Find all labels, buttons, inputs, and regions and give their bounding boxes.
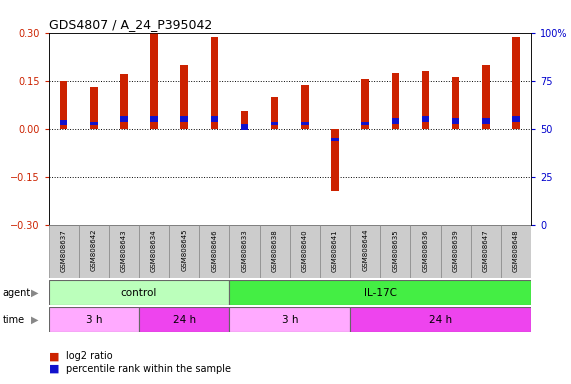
Text: 3 h: 3 h [282,314,298,325]
Bar [482,118,489,124]
Bar [180,116,188,122]
Text: GSM808643: GSM808643 [121,229,127,271]
Bar [482,65,489,129]
Bar [199,225,230,278]
Text: GSM808637: GSM808637 [61,229,67,272]
Bar [361,122,369,126]
Text: 24 h: 24 h [172,314,196,325]
Bar [60,120,67,126]
Text: GSM808642: GSM808642 [91,229,96,271]
Bar [512,38,520,129]
Bar [271,122,279,126]
Bar [441,225,471,278]
Text: GSM808645: GSM808645 [181,229,187,271]
Bar [320,225,350,278]
Text: GSM808638: GSM808638 [272,229,278,272]
Bar [230,280,531,305]
Bar [49,280,230,305]
Bar [139,307,230,332]
Bar [289,225,320,278]
Text: percentile rank within the sample: percentile rank within the sample [66,364,231,374]
Text: 24 h: 24 h [429,314,452,325]
Bar [150,33,158,129]
Bar [380,225,411,278]
Bar [211,38,218,129]
Text: GSM808646: GSM808646 [211,229,218,271]
Bar [79,225,109,278]
Text: control: control [121,288,157,298]
Text: 3 h: 3 h [86,314,102,325]
Text: GSM808647: GSM808647 [483,229,489,271]
Bar [60,81,67,129]
Bar [90,87,98,129]
Bar [471,225,501,278]
Bar [211,116,218,122]
Bar [241,124,248,130]
Bar [271,97,279,129]
Bar [150,116,158,122]
Bar [230,307,350,332]
Text: GSM808635: GSM808635 [392,229,399,271]
Text: ▶: ▶ [31,315,39,325]
Bar [49,307,139,332]
Bar [109,225,139,278]
Bar [260,225,289,278]
Bar [452,78,460,129]
Text: GSM808639: GSM808639 [453,229,459,272]
Text: GDS4807 / A_24_P395042: GDS4807 / A_24_P395042 [49,18,212,31]
Bar [422,116,429,122]
Text: GSM808648: GSM808648 [513,229,519,271]
Bar [120,74,128,129]
Bar [230,225,260,278]
Bar [331,129,339,191]
Text: GSM808644: GSM808644 [362,229,368,271]
Text: time: time [3,315,25,325]
Text: GSM808633: GSM808633 [242,229,248,272]
Text: GSM808641: GSM808641 [332,229,338,271]
Bar [422,71,429,129]
Bar [180,65,188,129]
Bar [90,122,98,126]
Text: agent: agent [3,288,31,298]
Bar [392,73,399,129]
Bar [169,225,199,278]
Bar [350,307,531,332]
Bar [49,225,79,278]
Text: IL-17C: IL-17C [364,288,397,298]
Bar [392,118,399,124]
Bar [411,225,441,278]
Bar [331,137,339,141]
Bar [512,116,520,122]
Text: ▶: ▶ [31,288,39,298]
Text: GSM808640: GSM808640 [302,229,308,271]
Text: log2 ratio: log2 ratio [66,351,112,361]
Bar [241,111,248,129]
Text: GSM808634: GSM808634 [151,229,157,271]
Bar [301,122,309,126]
Bar [350,225,380,278]
Text: ■: ■ [49,364,59,374]
Text: GSM808636: GSM808636 [423,229,428,272]
Bar [501,225,531,278]
Text: ■: ■ [49,351,59,361]
Bar [139,225,169,278]
Bar [361,79,369,129]
Bar [301,86,309,129]
Bar [452,118,460,124]
Bar [120,116,128,122]
